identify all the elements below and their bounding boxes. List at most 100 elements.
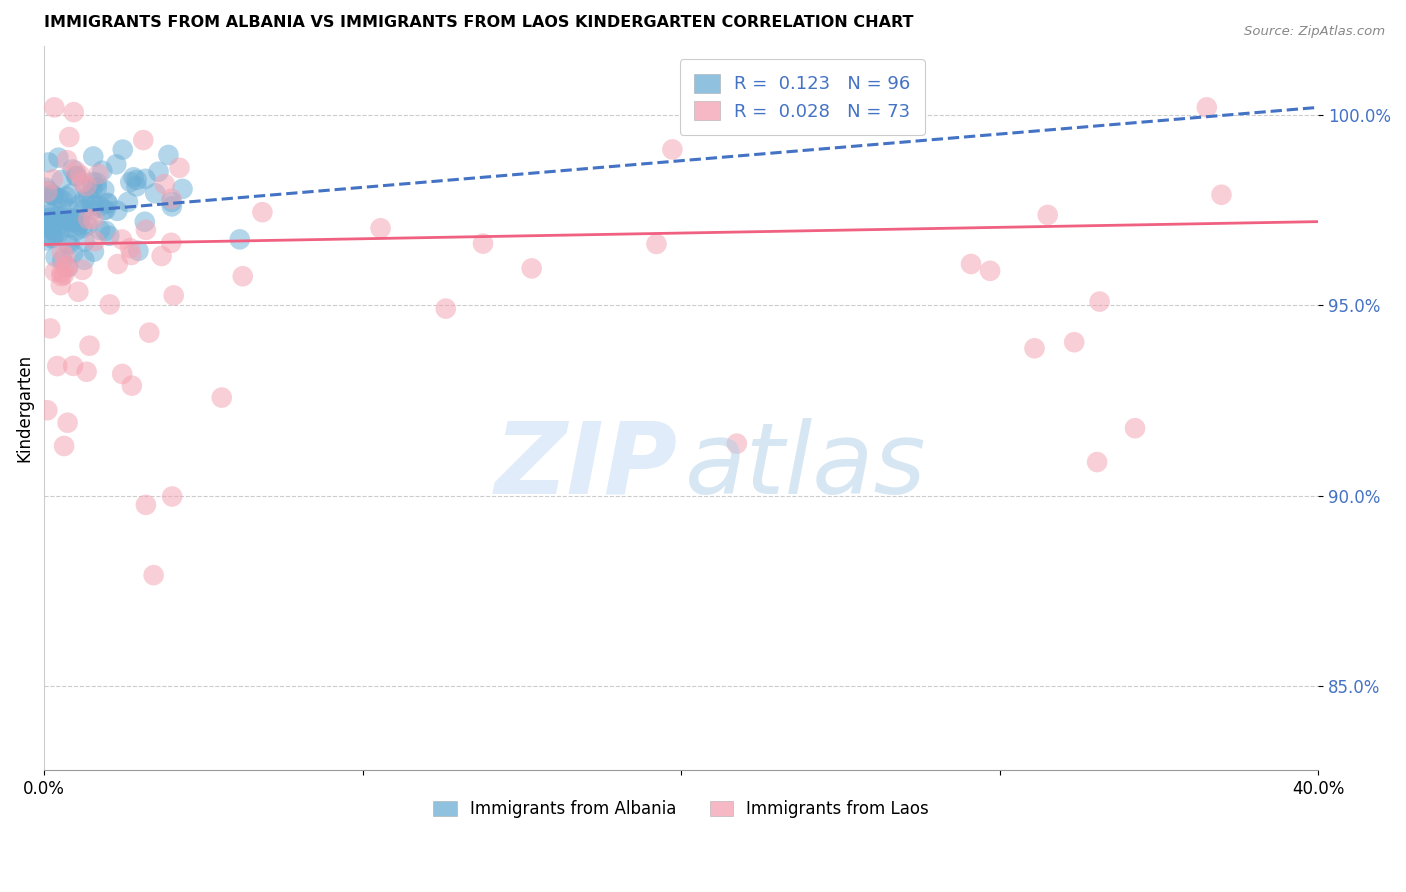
Point — [117, 194, 139, 209]
Point — [73, 179, 96, 194]
Point — [661, 143, 683, 157]
Point — [37, 403, 59, 417]
Point — [62, 246, 84, 260]
Point — [53, 268, 76, 282]
Point — [51, 245, 73, 260]
Point — [35, 234, 58, 248]
Point — [46, 210, 69, 224]
Point — [56, 236, 79, 251]
Point — [38, 214, 60, 228]
Point — [105, 157, 128, 171]
Point — [44, 100, 66, 114]
Point — [1088, 294, 1111, 309]
Point — [59, 220, 82, 235]
Point — [58, 202, 80, 216]
Point — [65, 164, 87, 178]
Text: Source: ZipAtlas.com: Source: ZipAtlas.com — [1244, 25, 1385, 38]
Point — [73, 235, 96, 249]
Text: ZIP: ZIP — [495, 417, 678, 515]
Point — [56, 153, 79, 167]
Point — [122, 170, 145, 185]
Point — [135, 498, 157, 512]
Point — [960, 257, 983, 271]
Point — [84, 234, 107, 248]
Point — [62, 162, 84, 177]
Point — [111, 367, 134, 381]
Point — [157, 148, 180, 162]
Point — [172, 182, 194, 196]
Point — [111, 232, 134, 246]
Point — [48, 191, 70, 205]
Point — [80, 203, 103, 218]
Point — [142, 568, 165, 582]
Point — [125, 179, 148, 194]
Point — [82, 149, 104, 163]
Point — [98, 228, 121, 243]
Point — [35, 219, 58, 234]
Point — [46, 359, 69, 373]
Point — [42, 231, 65, 245]
Point — [65, 224, 87, 238]
Point — [211, 391, 233, 405]
Point — [51, 253, 73, 268]
Point — [42, 189, 65, 203]
Point — [107, 257, 129, 271]
Point — [82, 175, 104, 189]
Point — [979, 264, 1001, 278]
Point — [91, 163, 114, 178]
Point — [73, 192, 96, 206]
Point — [77, 211, 100, 226]
Point — [94, 202, 117, 217]
Point — [1036, 208, 1059, 222]
Point — [79, 339, 101, 353]
Point — [39, 207, 62, 221]
Point — [45, 250, 67, 264]
Point — [134, 215, 156, 229]
Point — [37, 184, 59, 198]
Point — [824, 100, 846, 114]
Point — [98, 297, 121, 311]
Point — [53, 439, 76, 453]
Point — [66, 169, 89, 183]
Point — [51, 173, 73, 187]
Point — [67, 218, 90, 232]
Point — [94, 224, 117, 238]
Point — [77, 190, 100, 204]
Point — [83, 212, 105, 227]
Point — [434, 301, 457, 316]
Point — [76, 219, 98, 233]
Point — [229, 232, 252, 246]
Point — [65, 169, 87, 184]
Point — [58, 260, 80, 275]
Point — [51, 269, 73, 284]
Point — [160, 194, 183, 209]
Point — [125, 173, 148, 187]
Point — [160, 235, 183, 250]
Point — [73, 252, 96, 267]
Point — [53, 260, 76, 274]
Point — [138, 326, 160, 340]
Point — [76, 178, 98, 193]
Point — [42, 188, 65, 202]
Point — [143, 186, 166, 201]
Point — [111, 143, 134, 157]
Point — [87, 167, 110, 181]
Point — [76, 365, 98, 379]
Point — [59, 213, 82, 227]
Point — [86, 181, 108, 195]
Point — [49, 209, 72, 223]
Point — [1211, 187, 1233, 202]
Point — [1024, 341, 1046, 355]
Point — [59, 211, 82, 226]
Point — [120, 248, 142, 262]
Point — [118, 241, 141, 255]
Point — [83, 199, 105, 213]
Point — [39, 321, 62, 335]
Point — [132, 133, 155, 147]
Point — [252, 205, 274, 219]
Point — [83, 244, 105, 259]
Point — [48, 226, 70, 240]
Point — [49, 278, 72, 293]
Text: IMMIGRANTS FROM ALBANIA VS IMMIGRANTS FROM LAOS KINDERGARTEN CORRELATION CHART: IMMIGRANTS FROM ALBANIA VS IMMIGRANTS FR… — [44, 15, 914, 30]
Point — [55, 189, 77, 203]
